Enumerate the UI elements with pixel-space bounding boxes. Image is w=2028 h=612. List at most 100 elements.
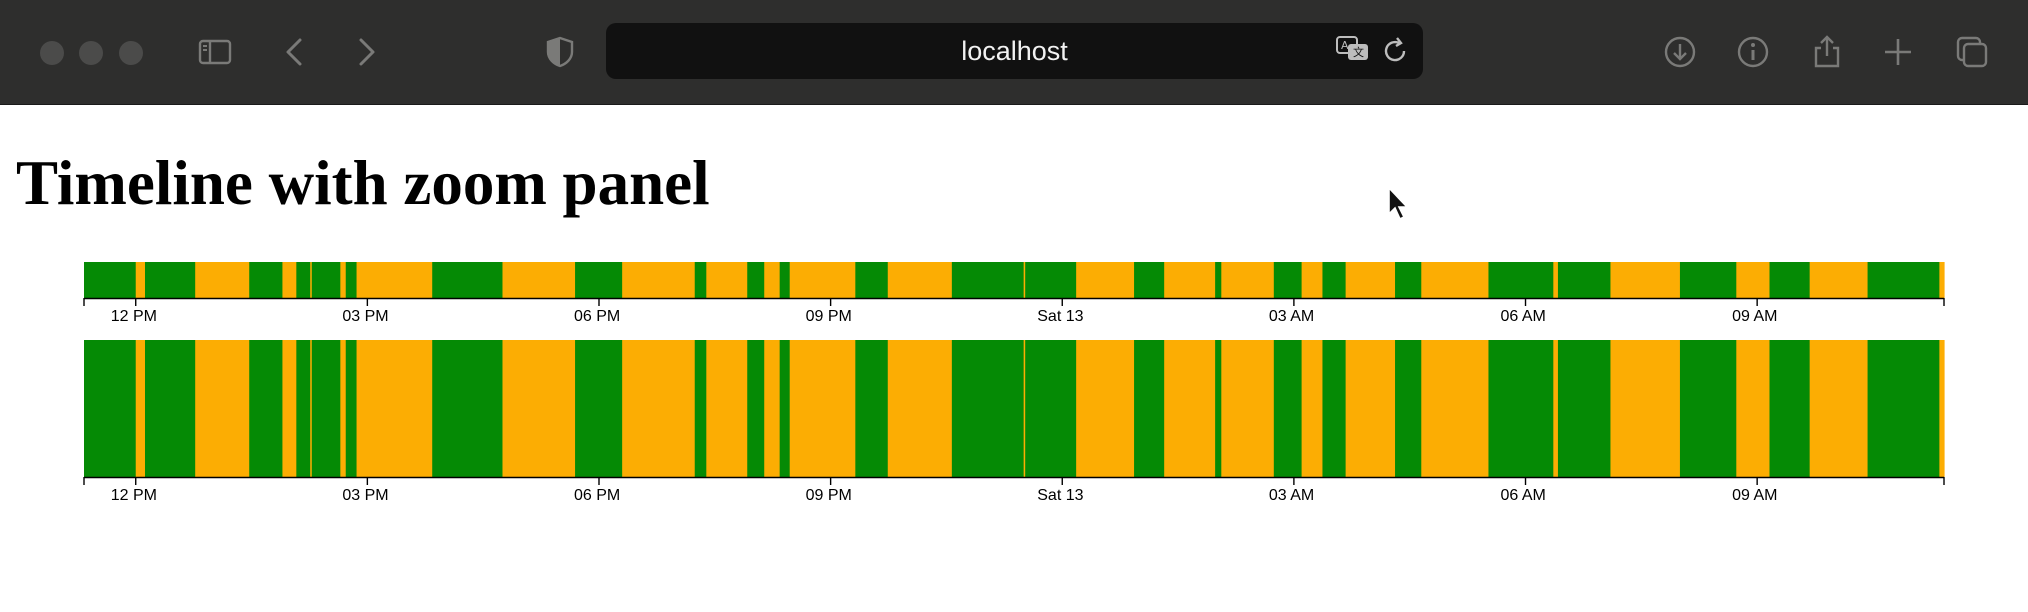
zoom-window-button[interactable]	[119, 41, 143, 65]
zoom-segment[interactable]	[195, 340, 250, 477]
overview-segment[interactable]	[1301, 262, 1324, 298]
zoom-segment[interactable]	[1679, 340, 1737, 477]
zoom-segment[interactable]	[779, 340, 791, 477]
overview-segment[interactable]	[1273, 262, 1303, 298]
overview-segment[interactable]	[789, 262, 856, 298]
overview-segment[interactable]	[311, 262, 341, 298]
overview-segment[interactable]	[1023, 262, 1026, 298]
overview-segment[interactable]	[1164, 262, 1216, 298]
overview-segment[interactable]	[1736, 262, 1771, 298]
zoom-timeline-chart[interactable]: 12 PM 03 PM 06 PM 09 PM Sat 13 03 AM 06 AM 09 A…	[0, 339, 2028, 519]
zoom-segment[interactable]	[1221, 340, 1275, 477]
overview-segment[interactable]	[1488, 262, 1554, 298]
overview-segment[interactable]	[706, 262, 748, 298]
close-window-button[interactable]	[40, 41, 64, 65]
minimize-window-button[interactable]	[79, 41, 103, 65]
zoom-segment[interactable]	[1023, 340, 1026, 477]
zoom-segment[interactable]	[622, 340, 696, 477]
overview-segment[interactable]	[1134, 262, 1165, 298]
back-icon[interactable]	[274, 30, 318, 74]
overview-segment[interactable]	[502, 262, 576, 298]
overview-segment[interactable]	[1421, 262, 1490, 298]
zoom-segment[interactable]	[1867, 340, 1940, 477]
zoom-segment[interactable]	[575, 340, 623, 477]
zoom-segment[interactable]	[1395, 340, 1422, 477]
overview-segment[interactable]	[282, 262, 297, 298]
zoom-segment[interactable]	[135, 340, 146, 477]
overview-segment[interactable]	[855, 262, 889, 298]
overview-segment[interactable]	[1769, 262, 1811, 298]
download-icon[interactable]	[1658, 30, 1702, 74]
overview-segment[interactable]	[1809, 262, 1869, 298]
overview-segment[interactable]	[1610, 262, 1681, 298]
zoom-segment[interactable]	[1273, 340, 1303, 477]
zoom-segment[interactable]	[1553, 340, 1559, 477]
zoom-segment[interactable]	[1557, 340, 1612, 477]
zoom-segment[interactable]	[1488, 340, 1554, 477]
zoom-segment[interactable]	[1736, 340, 1771, 477]
overview-segment[interactable]	[296, 262, 311, 298]
zoom-segment[interactable]	[1164, 340, 1216, 477]
zoom-segment[interactable]	[694, 340, 707, 477]
zoom-segment[interactable]	[84, 340, 137, 477]
zoom-segment[interactable]	[1421, 340, 1490, 477]
tabs-overview-icon[interactable]	[1950, 30, 1994, 74]
zoom-segment[interactable]	[887, 340, 953, 477]
overview-segment[interactable]	[887, 262, 953, 298]
overview-segment[interactable]	[310, 262, 313, 298]
zoom-segment[interactable]	[345, 340, 358, 477]
overview-segment[interactable]	[1215, 262, 1222, 298]
overview-segment[interactable]	[340, 262, 347, 298]
overview-segment[interactable]	[1557, 262, 1612, 298]
zoom-segment[interactable]	[1215, 340, 1222, 477]
overview-segment[interactable]	[764, 262, 781, 298]
overview-segment[interactable]	[622, 262, 696, 298]
shield-icon[interactable]	[538, 30, 582, 74]
overview-segment[interactable]	[195, 262, 250, 298]
zoom-segment[interactable]	[1610, 340, 1681, 477]
zoom-segment[interactable]	[789, 340, 856, 477]
overview-segment[interactable]	[1553, 262, 1559, 298]
overview-segment[interactable]	[1679, 262, 1737, 298]
overview-segment[interactable]	[144, 262, 196, 298]
zoom-segment[interactable]	[502, 340, 576, 477]
overview-segment[interactable]	[356, 262, 433, 298]
zoom-segment[interactable]	[1345, 340, 1396, 477]
overview-segment[interactable]	[1345, 262, 1396, 298]
zoom-segment[interactable]	[282, 340, 297, 477]
overview-segment[interactable]	[747, 262, 765, 298]
forward-icon[interactable]	[343, 30, 387, 74]
zoom-segment[interactable]	[1769, 340, 1811, 477]
overview-segment[interactable]	[1939, 262, 1945, 298]
zoom-segment[interactable]	[747, 340, 765, 477]
zoom-segment[interactable]	[764, 340, 781, 477]
overview-segment[interactable]	[1076, 262, 1135, 298]
zoom-segment[interactable]	[1809, 340, 1869, 477]
zoom-segment[interactable]	[951, 340, 1025, 477]
zoom-segment[interactable]	[1322, 340, 1347, 477]
zoom-segment[interactable]	[310, 340, 313, 477]
zoom-segment[interactable]	[1134, 340, 1165, 477]
zoom-segment[interactable]	[356, 340, 433, 477]
zoom-segment[interactable]	[855, 340, 889, 477]
overview-timeline[interactable]: 12 PM 03 PM 06 PM 09 PM Sat 13 03 AM 06 AM 09 A…	[0, 262, 2028, 352]
reload-icon[interactable]	[1373, 29, 1417, 73]
info-icon[interactable]	[1731, 30, 1775, 74]
zoom-segment[interactable]	[1939, 340, 1945, 477]
zoom-segment[interactable]	[296, 340, 311, 477]
overview-segment[interactable]	[432, 262, 504, 298]
overview-segment[interactable]	[135, 262, 146, 298]
overview-segment[interactable]	[951, 262, 1025, 298]
new-tab-icon[interactable]	[1876, 30, 1920, 74]
zoom-segment[interactable]	[311, 340, 341, 477]
overview-segment[interactable]	[575, 262, 623, 298]
overview-segment[interactable]	[694, 262, 707, 298]
share-icon[interactable]	[1805, 30, 1849, 74]
overview-segment[interactable]	[1867, 262, 1940, 298]
overview-segment[interactable]	[249, 262, 284, 298]
overview-segment[interactable]	[1322, 262, 1347, 298]
zoom-segment[interactable]	[1076, 340, 1135, 477]
zoom-segment[interactable]	[1301, 340, 1324, 477]
overview-segment[interactable]	[1025, 262, 1077, 298]
zoom-segment[interactable]	[144, 340, 196, 477]
